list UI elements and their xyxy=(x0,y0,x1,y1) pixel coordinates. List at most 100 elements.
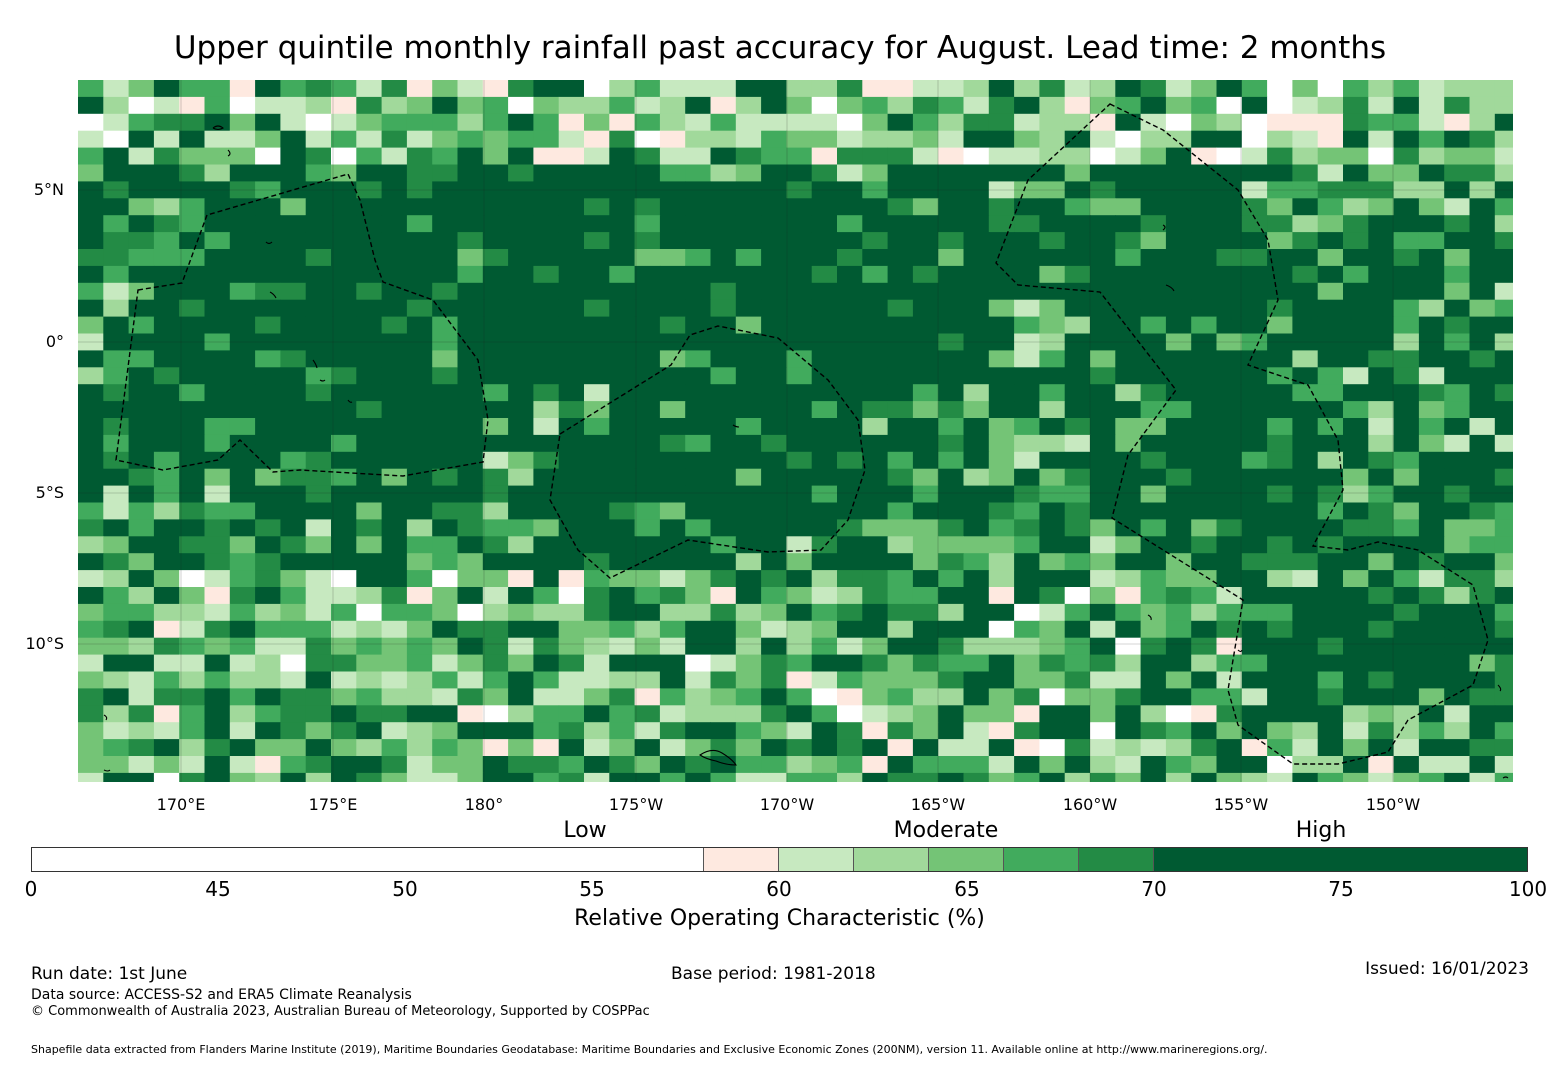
map-cell xyxy=(659,519,686,537)
map-cell xyxy=(938,181,964,199)
map-cell xyxy=(153,519,180,537)
map-cell xyxy=(1090,333,1116,351)
map-cell xyxy=(887,384,914,402)
map-cell xyxy=(1444,705,1470,723)
map-cell xyxy=(1039,401,1066,419)
map-cell xyxy=(1216,80,1243,98)
map-cell xyxy=(153,265,180,284)
map-cell xyxy=(609,249,636,267)
map-cell xyxy=(432,181,458,199)
map-cell xyxy=(786,654,813,672)
map-cell xyxy=(204,722,231,740)
map-cell xyxy=(659,637,686,656)
map-cell xyxy=(761,485,787,503)
map-cell xyxy=(457,468,484,487)
map-cell xyxy=(1469,502,1496,520)
map-cell xyxy=(1064,688,1091,706)
map-cell xyxy=(685,468,711,487)
map-cell xyxy=(356,249,383,267)
map-cell xyxy=(761,451,787,470)
map-cell xyxy=(432,620,458,639)
map-cell xyxy=(584,80,610,98)
map-cell xyxy=(406,401,433,419)
map-cell xyxy=(128,232,155,250)
map-cell xyxy=(786,485,813,503)
map-cell xyxy=(508,265,534,284)
map-cell xyxy=(1014,367,1040,385)
map-cell xyxy=(609,96,636,115)
map-cell xyxy=(1267,164,1293,182)
map-cell xyxy=(558,384,585,402)
map-cell xyxy=(710,350,737,368)
map-cell xyxy=(1191,654,1217,672)
map-cell xyxy=(609,350,636,368)
map-cell xyxy=(1418,553,1445,571)
map-cell xyxy=(482,739,509,757)
map-cell xyxy=(381,198,408,216)
map-cell xyxy=(508,468,534,487)
map-cell xyxy=(786,468,813,487)
map-cell xyxy=(381,130,408,149)
map-cell xyxy=(1115,282,1142,301)
map-cell xyxy=(1343,367,1369,385)
map-cell xyxy=(1292,249,1319,267)
map-cell xyxy=(229,739,256,757)
map-cell xyxy=(609,722,636,740)
map-cell xyxy=(1494,536,1513,554)
map-cell xyxy=(1064,739,1091,757)
map-cell xyxy=(1368,502,1395,520)
map-cell xyxy=(331,147,357,165)
map-cell xyxy=(887,671,914,689)
map-cell xyxy=(356,671,383,689)
map-cell xyxy=(659,654,686,672)
map-cell xyxy=(811,147,838,165)
map-cell xyxy=(659,164,686,182)
map-cell xyxy=(229,401,256,419)
map-cell xyxy=(1165,739,1192,757)
map-cell xyxy=(280,181,307,199)
map-cell xyxy=(381,147,408,165)
map-cell xyxy=(255,232,281,250)
map-cell xyxy=(1292,215,1319,233)
map-cell xyxy=(508,350,534,368)
map-cell xyxy=(1368,80,1395,98)
map-cell xyxy=(508,705,534,723)
map-cell xyxy=(1267,570,1293,588)
map-cell xyxy=(1039,587,1066,605)
map-cell xyxy=(153,772,180,782)
map-cell xyxy=(179,688,205,706)
map-cell xyxy=(508,772,534,782)
map-cell xyxy=(533,384,560,402)
map-cell xyxy=(1039,570,1066,588)
map-cell xyxy=(1039,181,1066,199)
map-cell xyxy=(837,671,863,689)
map-cell xyxy=(558,688,585,706)
map-cell xyxy=(1014,130,1040,149)
map-cell xyxy=(1014,215,1040,233)
map-cell xyxy=(887,249,914,267)
map-cell xyxy=(406,485,433,503)
map-cell xyxy=(761,401,787,419)
map-cell xyxy=(457,181,484,199)
map-cell xyxy=(710,249,737,267)
colorbar-title: Relative Operating Characteristic (%) xyxy=(574,906,985,931)
map-cell xyxy=(887,367,914,385)
map-cell xyxy=(1014,705,1040,723)
map-cell xyxy=(406,113,433,132)
map-cell xyxy=(659,739,686,757)
map-cell xyxy=(634,485,661,503)
map-cell xyxy=(1191,570,1217,588)
map-cell xyxy=(1039,553,1066,571)
map-cell xyxy=(482,384,509,402)
map-cell xyxy=(508,570,534,588)
map-cell xyxy=(862,80,889,98)
map-cell xyxy=(1064,434,1091,453)
map-cell xyxy=(128,756,155,774)
map-cell xyxy=(584,418,610,436)
map-cell xyxy=(1014,333,1040,351)
map-cell xyxy=(1494,418,1513,436)
map-cell xyxy=(685,434,711,453)
map-cell xyxy=(1090,671,1116,689)
map-cell xyxy=(533,299,560,318)
map-cell xyxy=(634,756,661,774)
